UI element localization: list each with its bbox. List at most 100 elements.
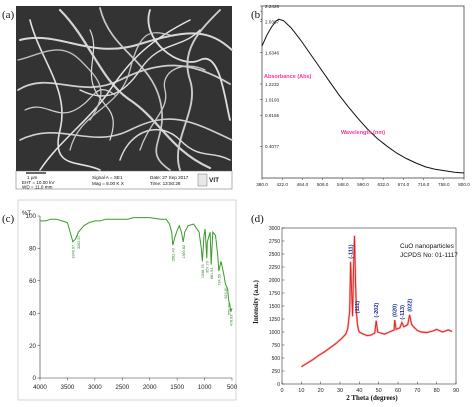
uv-ytick-label: 1.6346	[265, 50, 279, 55]
uv-ytick-label: 0.8155	[265, 113, 279, 118]
ir-peak-label: 881.93	[210, 268, 214, 280]
xrd-y-axis-label: Intensity (a.u.)	[252, 279, 260, 323]
xrd-legend-jcpds: JCPDS No: 01-1117	[400, 252, 458, 259]
ir-peak-label: 957.70	[206, 261, 210, 273]
xrd-xtick-label: 60	[395, 388, 401, 394]
panel-a-label: (a)	[2, 9, 15, 21]
xrd-ytick-label: 500	[272, 356, 281, 362]
xrd-xtick-label: 40	[356, 388, 362, 394]
ir-ytick-label: 20	[29, 343, 36, 350]
ftir-chart: 0 20 40 60 80 100 4000 3500 3000 2500 2000 1500 1000…	[17, 199, 238, 401]
xrd-ytick-label: 1500	[269, 304, 280, 310]
xrd-intensity-line	[301, 235, 453, 368]
xrd-xtick-label: 0	[280, 388, 283, 394]
xrd-xtick-label: 70	[414, 388, 420, 394]
vit-logo-emblem-icon	[197, 173, 208, 187]
ir-xtick-label: 4000	[33, 384, 47, 391]
ir-xtick-label: 500	[227, 384, 238, 391]
uv-xtick-label: 380.0	[256, 182, 268, 187]
ir-xtick-label: 3000	[88, 384, 102, 391]
uv-ytick-label: 1.2232	[265, 82, 279, 87]
uv-xtick-label: 464.0	[297, 182, 309, 187]
vit-logo-text: VIT	[209, 177, 219, 184]
xrd-x-axis-label: 2 Theta (degrees)	[346, 394, 398, 402]
uv-xtick-label: 506.0	[317, 182, 329, 187]
sem-wd: WD = 11.0 mm	[22, 185, 53, 190]
uv-xtick-label: 758.0	[438, 182, 450, 187]
sem-image: 1 µm EHT = 10.00 kV WD = 11.0 mm Signal …	[15, 6, 233, 190]
xrd-peak-label: (020)	[393, 304, 399, 317]
xrd-peak-label: (-113)	[400, 305, 406, 320]
uv-y-axis-label: Absorbance (Abs)	[264, 74, 312, 80]
xrd-xtick-label: 20	[318, 388, 324, 394]
ir-xtick-label: 2000	[143, 384, 157, 391]
xrd-peak-label: (-111)	[349, 244, 355, 258]
xrd-ytick-label: 1250	[269, 317, 280, 323]
uv-ytick-label: 2.2426	[265, 4, 279, 9]
uv-ytick-label: 0.4077	[265, 144, 279, 149]
uv-xtick-label: 716.0	[418, 182, 430, 187]
ir-xtick-label: 1000	[198, 384, 212, 391]
ir-xtick-label: 1500	[170, 384, 184, 391]
xrd-xtick-label: 10	[298, 388, 304, 394]
sem-date: Date: 27 Sep 2017	[150, 175, 189, 180]
sem-eht: EHT = 10.00 kV	[22, 180, 55, 185]
xrd-ytick-label: 3000	[269, 226, 280, 232]
xrd-ytick-label: 2500	[269, 252, 280, 258]
uv-xtick-label: 590.0	[357, 182, 369, 187]
xrd-legend-sample: CuO nanoparticles	[400, 243, 455, 250]
ir-y-axis-label: %T	[22, 211, 31, 217]
ir-peak-label: 734.59	[218, 274, 222, 286]
xrd-ytick-label: 2250	[269, 265, 280, 271]
uv-plot-frame	[261, 5, 465, 179]
panel-c-label: (c)	[2, 213, 15, 225]
sem-info-bar	[15, 170, 233, 190]
ir-peak-label: 624.81	[224, 287, 228, 299]
xrd-xtick-label: 50	[376, 388, 382, 394]
uv-ytick-label: 2.0387	[265, 19, 279, 24]
xrd-ytick-label: 0	[277, 382, 280, 388]
panel-b-label: (b)	[251, 9, 264, 21]
sem-scale-label: 1 µm	[27, 175, 37, 180]
ir-xtick-label: 3500	[61, 384, 75, 391]
uv-xtick-label: 632.0	[377, 182, 389, 187]
ir-transmittance-line	[40, 217, 233, 312]
xrd-xtick-label: 30	[337, 388, 343, 394]
sem-nanowires	[17, 7, 233, 171]
uv-vis-chart: 0.4077 0.8155 1.0193 1.2232 1.6346 2.0387 2.24…	[256, 4, 470, 187]
xrd-ytick-label: 1000	[269, 330, 280, 336]
xrd-xtick-label: 80	[434, 388, 440, 394]
xrd-chart: 0250500750100012501500175020002250250027…	[252, 226, 459, 402]
xrd-peak-label: (111)	[355, 301, 361, 314]
uv-xtick-label: 674.0	[398, 182, 410, 187]
xrd-ytick-label: 1750	[269, 291, 280, 297]
ir-ytick-label: 100	[26, 213, 37, 220]
sem-signal: Signal A = SE1	[92, 175, 123, 180]
sem-time: Time: 13:50:28	[150, 181, 181, 186]
uv-xtick-label: 548.0	[337, 182, 349, 187]
ir-peak-label: 1038.76	[201, 264, 205, 278]
ir-ytick-label: 40	[29, 310, 36, 317]
xrd-ytick-label: 2750	[269, 239, 280, 245]
ir-ytick-label: 0	[33, 375, 37, 382]
ir-peak-label: 1390.82	[182, 245, 186, 259]
xrd-xtick-label: 90	[453, 388, 459, 394]
ir-peak-label: 1582.40	[172, 248, 176, 262]
ir-peak-label: 3340.97	[72, 245, 76, 259]
panel-d-label: (d)	[251, 213, 264, 225]
xrd-ytick-label: 250	[272, 369, 281, 375]
ir-ytick-label: 80	[29, 246, 36, 253]
sem-mag: Mag = 8.00 K X	[92, 181, 124, 186]
uv-x-axis-label: Wavelength (nm)	[341, 130, 385, 136]
ir-peak-label: 3262.57	[77, 235, 81, 249]
xrd-peak-label: (-202)	[374, 303, 380, 318]
xrd-ytick-label: 2000	[269, 278, 280, 284]
ir-xtick-label: 2500	[115, 384, 129, 391]
uv-ytick-label: 1.0193	[265, 97, 279, 102]
xrd-ytick-label: 750	[272, 343, 281, 349]
ir-panel-frame	[17, 199, 237, 401]
xrd-peak-label: (022)	[408, 299, 414, 312]
ir-ytick-label: 60	[29, 278, 36, 285]
